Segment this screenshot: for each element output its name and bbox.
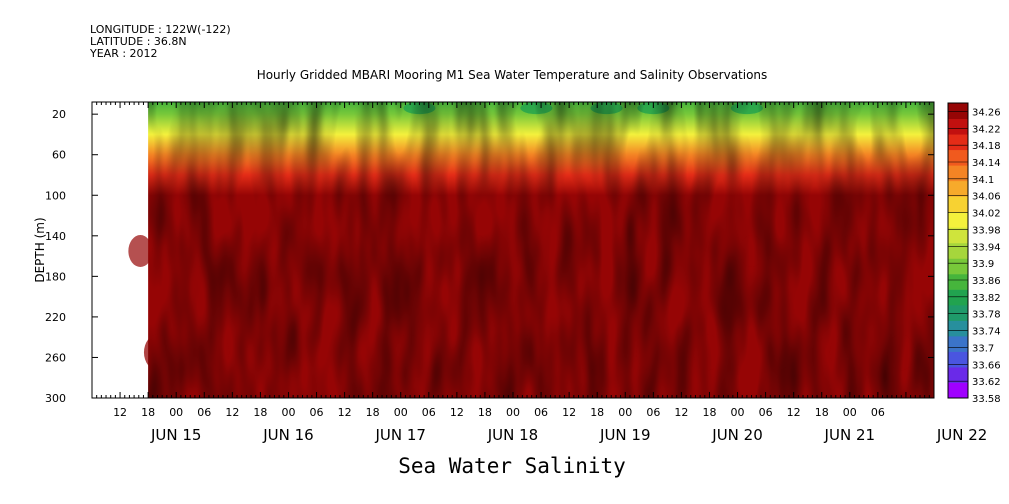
chart-title: Hourly Gridded MBARI Mooring M1 Sea Wate… <box>256 68 768 82</box>
colorbar-label: 33.66 <box>972 360 1001 371</box>
x-tick-label: 00 <box>618 406 632 419</box>
x-tick-label: 12 <box>113 406 127 419</box>
colorbar-label: 34.26 <box>972 107 1001 118</box>
colorbar-label: 33.74 <box>972 327 1001 338</box>
salinity-patch <box>128 235 153 268</box>
x-tick-label: 00 <box>281 406 295 419</box>
colorbar-swatch <box>948 242 968 259</box>
colorbar-label: 33.98 <box>972 225 1001 236</box>
x-tick-label: 12 <box>338 406 352 419</box>
colorbar-swatch <box>948 134 968 151</box>
y-tick-label: 300 <box>45 392 66 405</box>
x-tick-label: 18 <box>702 406 716 419</box>
x-axis-title: Sea Water Salinity <box>398 454 626 478</box>
colorbar-label: 33.86 <box>972 276 1001 287</box>
x-tick-label: 18 <box>253 406 267 419</box>
x-tick-label: 12 <box>674 406 688 419</box>
colorbar-swatch <box>948 149 968 166</box>
y-axis: 20 60 100 140 180 220 260 300 <box>45 108 934 405</box>
colorbar-swatch <box>948 351 968 368</box>
colorbar-swatch <box>948 304 968 321</box>
colorbar-swatch <box>948 289 968 306</box>
x-tick-label: 18 <box>815 406 829 419</box>
x-tick-label: 12 <box>562 406 576 419</box>
x-tick-label: 18 <box>141 406 155 419</box>
x-day-label: JUN 22 <box>936 426 987 444</box>
colorbar-label: 34.02 <box>972 209 1001 220</box>
x-day-label: JUN 18 <box>487 426 538 444</box>
x-day-label: JUN 16 <box>262 426 313 444</box>
x-tick-label: 00 <box>169 406 183 419</box>
x-tick-label: 18 <box>590 406 604 419</box>
colorbar-swatch <box>948 211 968 228</box>
colorbar-swatch <box>948 118 968 135</box>
colorbar-label: 34.14 <box>972 158 1001 169</box>
y-tick-label: 20 <box>52 108 66 121</box>
x-tick-label: 12 <box>450 406 464 419</box>
x-tick-label: 00 <box>843 406 857 419</box>
colorbar-label: 33.78 <box>972 310 1001 321</box>
x-tick-label: 18 <box>366 406 380 419</box>
x-tick-label: 00 <box>394 406 408 419</box>
x-day-label: JUN 17 <box>374 426 425 444</box>
x-day-label: JUN 15 <box>150 426 201 444</box>
colorbar-swatch <box>948 320 968 337</box>
x-tick-label: 06 <box>759 406 773 419</box>
colorbar-swatch <box>948 196 968 213</box>
colorbar-label: 33.94 <box>972 242 1001 253</box>
y-tick-label: 180 <box>45 270 66 283</box>
colorbar-label: 34.06 <box>972 192 1001 203</box>
colorbar-swatch <box>948 258 968 275</box>
colorbar-swatch <box>948 335 968 352</box>
salinity-variability <box>148 102 935 398</box>
colorbar-label: 34.18 <box>972 141 1001 152</box>
colorbar-swatch <box>948 165 968 182</box>
x-axis: 12 18 00 06 12 18 00 06 12 18 00 06 12 18 00 06 12 18 00 06… <box>91 102 987 444</box>
colorbar-label: 33.82 <box>972 293 1001 304</box>
x-tick-label: 00 <box>506 406 520 419</box>
y-tick-label: 220 <box>45 311 66 324</box>
x-day-label: JUN 21 <box>824 426 875 444</box>
x-tick-label: 06 <box>534 406 548 419</box>
x-tick-label: 12 <box>787 406 801 419</box>
x-tick-label: 06 <box>197 406 211 419</box>
longitude-label: LONGITUDE : 122W(-122) <box>90 23 231 36</box>
colorbar-label: 34.1 <box>972 175 994 186</box>
y-tick-label: 100 <box>45 189 66 202</box>
latitude-label: LATITUDE : 36.8N <box>90 35 187 48</box>
colorbar-label: 33.62 <box>972 377 1001 388</box>
colorbar-label: 33.58 <box>972 394 1001 405</box>
y-tick-label: 260 <box>45 351 66 364</box>
x-tick-label: 12 <box>225 406 239 419</box>
plot-area <box>91 101 935 399</box>
colorbar-swatch <box>948 180 968 197</box>
x-tick-label: 06 <box>422 406 436 419</box>
x-tick-label: 06 <box>646 406 660 419</box>
colorbar-swatch <box>948 382 968 399</box>
colorbar-label: 33.7 <box>972 343 994 354</box>
colorbar-swatch <box>948 273 968 290</box>
colorbar-swatch <box>948 227 968 244</box>
colorbar-swatch <box>948 366 968 383</box>
x-tick-label: 06 <box>310 406 324 419</box>
colorbar-label: 34.22 <box>972 124 1001 135</box>
x-tick-label: 00 <box>731 406 745 419</box>
x-day-label: JUN 19 <box>599 426 650 444</box>
y-tick-label: 140 <box>45 230 66 243</box>
x-tick-label: 18 <box>478 406 492 419</box>
y-tick-label: 60 <box>52 149 66 162</box>
x-day-label: JUN 20 <box>711 426 762 444</box>
y-axis-title: DEPTH (m) <box>33 217 47 282</box>
x-tick-label: 06 <box>871 406 885 419</box>
year-label: YEAR : 2012 <box>90 47 158 60</box>
colorbar: 34.26 34.22 34.18 34.14 34.1 34.06 34.02 33.98 3… <box>947 102 1001 405</box>
colorbar-label: 33.9 <box>972 259 994 270</box>
colorbar-swatch <box>948 103 968 120</box>
